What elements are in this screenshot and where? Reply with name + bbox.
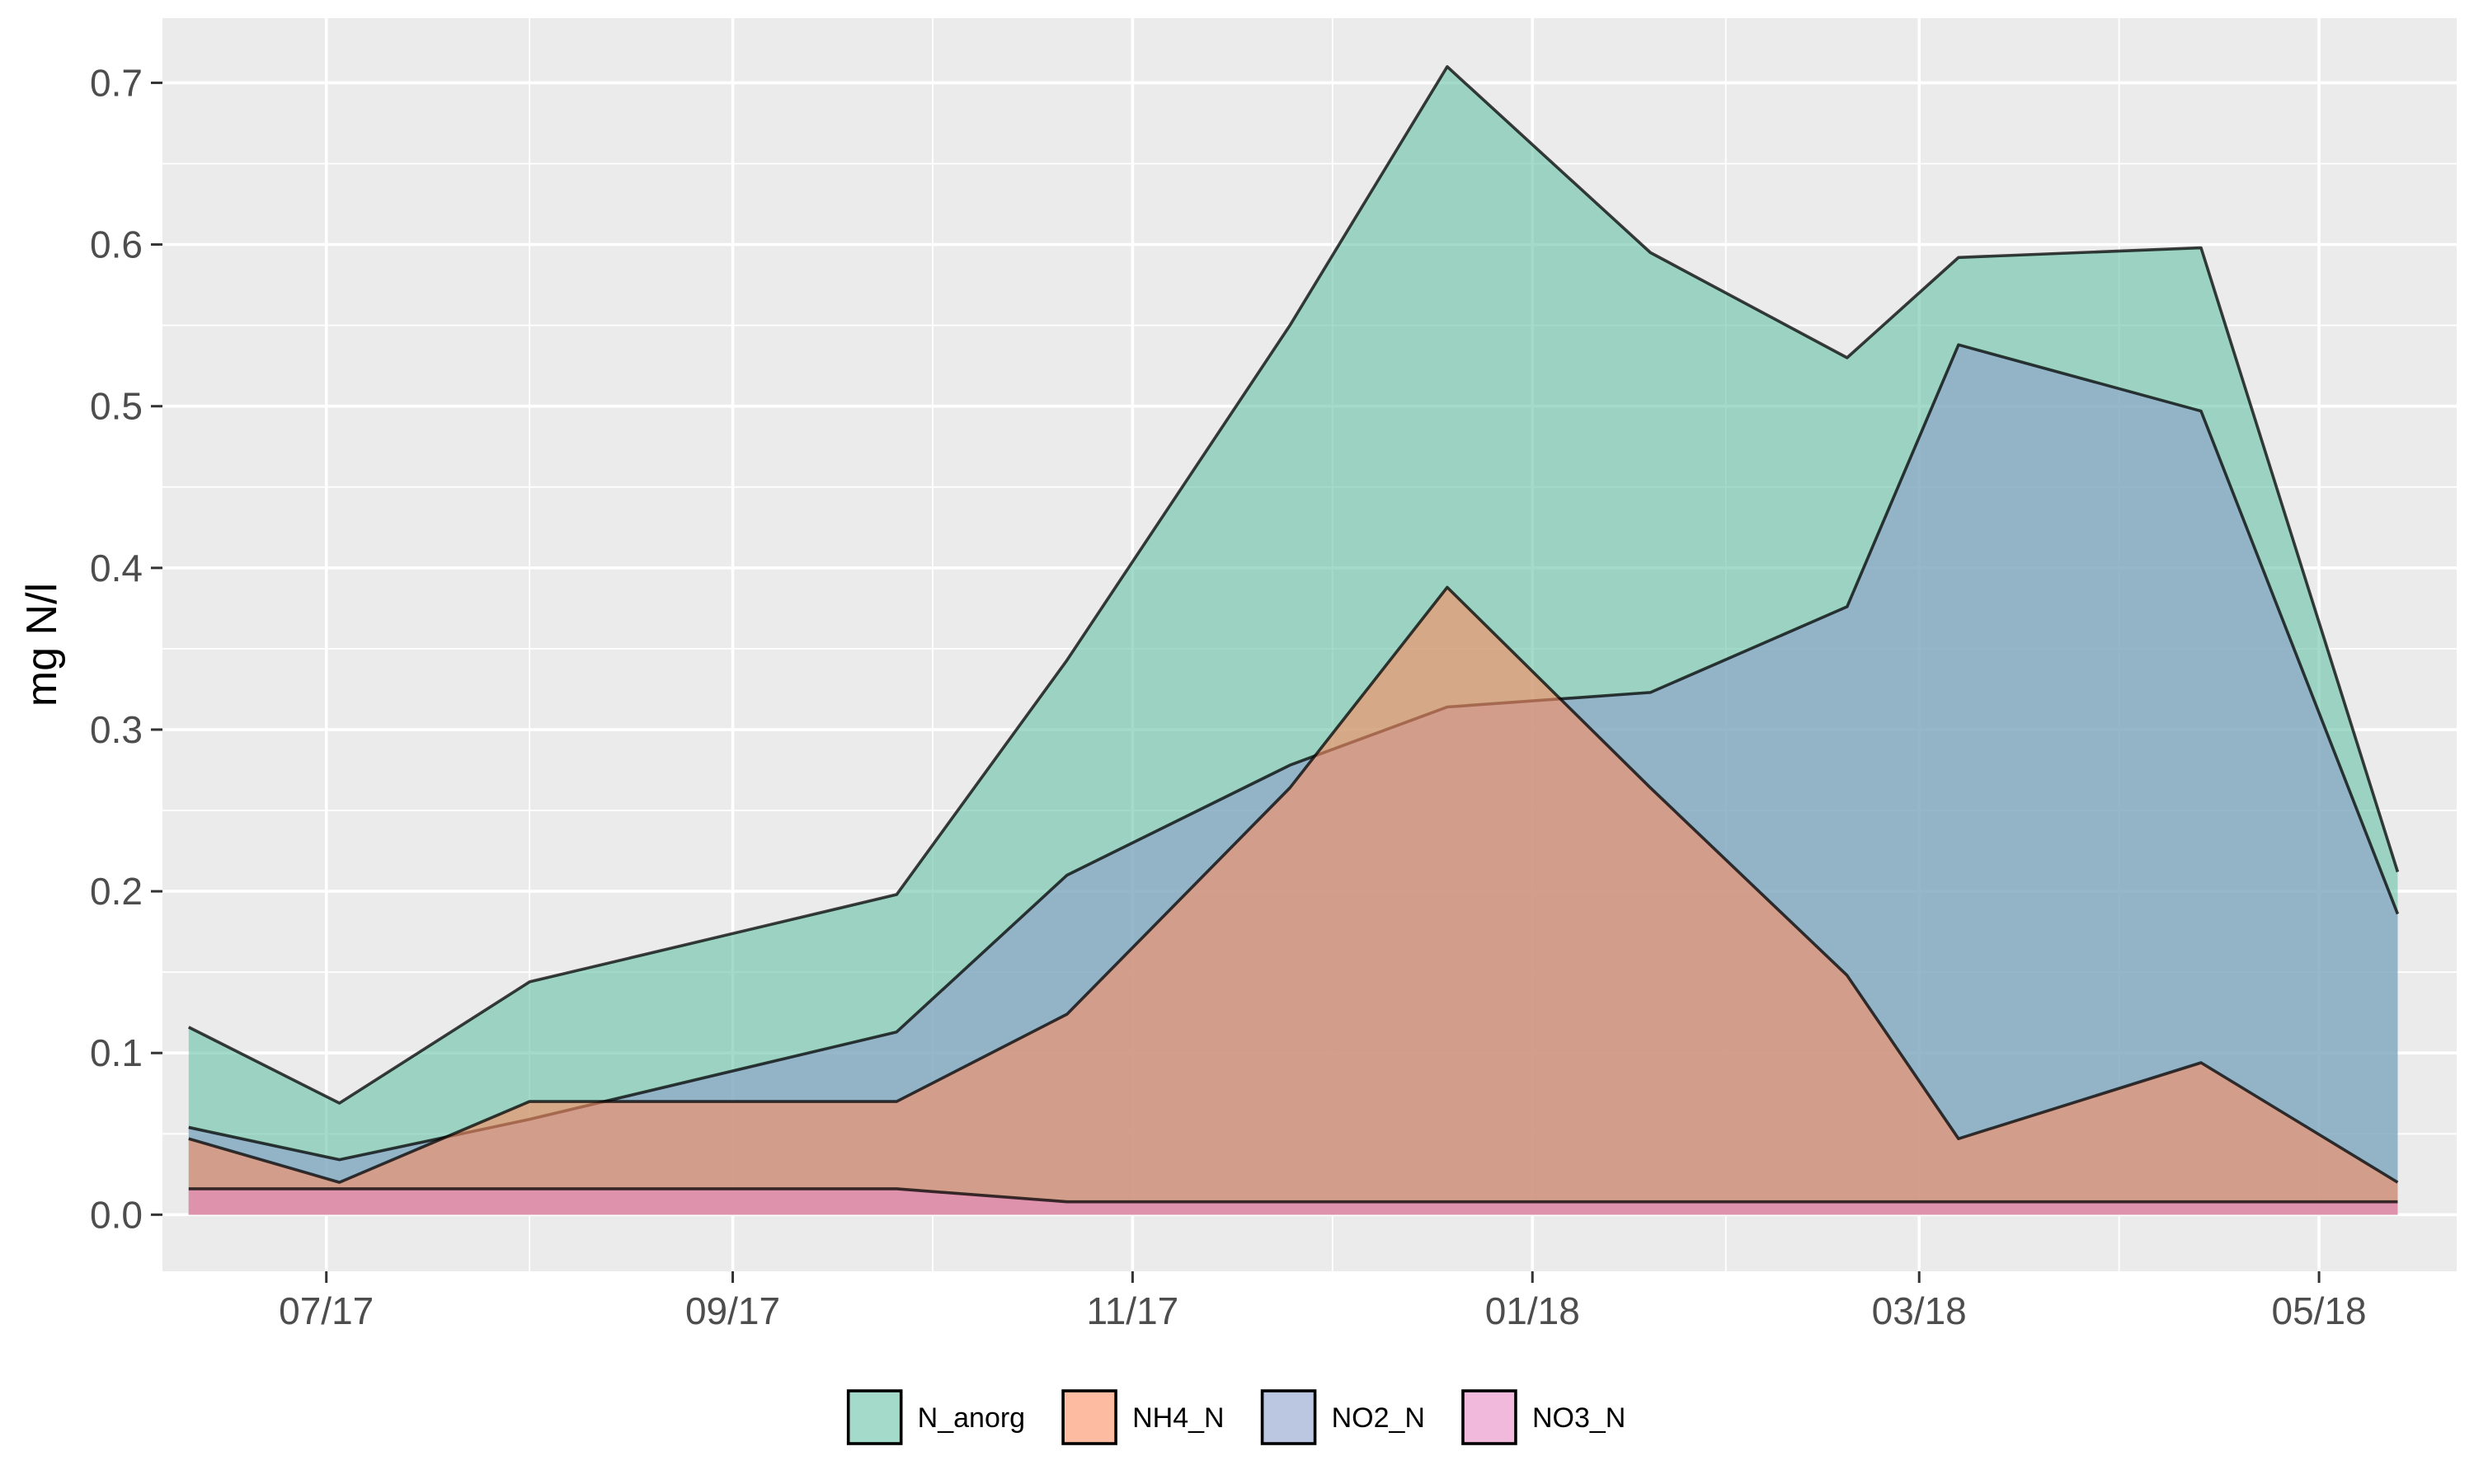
- line-no3-n: [188, 1187, 2398, 1204]
- legend-item-nh4-n: NH4_N: [1061, 1389, 1225, 1445]
- legend-label: NO2_N: [1332, 1402, 1425, 1434]
- x-tick-label: 03/18: [1872, 1289, 1967, 1332]
- legend-key-no3-n: [1461, 1389, 1517, 1445]
- x-tick-label: 07/17: [279, 1289, 374, 1332]
- legend-item-no3-n: NO3_N: [1461, 1389, 1625, 1445]
- x-tick-label: 11/17: [1087, 1289, 1179, 1332]
- y-tick-label: 0.0: [90, 1193, 143, 1236]
- y-axis: 0.0 0.1 0.2 0.3 0.4 0.5 0.6 0.7: [90, 61, 162, 1236]
- area-series: [187, 65, 2400, 1215]
- area-nh4-n: [188, 587, 2398, 1215]
- x-tick-label: 01/18: [1485, 1289, 1580, 1332]
- y-axis-title: mg N/l: [18, 583, 66, 707]
- line-n-anorg: [187, 65, 2400, 1105]
- y-tick-label: 0.4: [90, 547, 143, 589]
- y-tick-label: 0.1: [90, 1031, 143, 1074]
- y-tick-label: 0.6: [90, 223, 143, 266]
- legend-label: NH4_N: [1132, 1402, 1224, 1434]
- y-tick-label: 0.7: [90, 61, 143, 104]
- x-tick-label: 09/17: [685, 1289, 780, 1332]
- legend-label: NO3_N: [1532, 1402, 1625, 1434]
- legend-item-n-anorg: N_anorg: [846, 1389, 1025, 1445]
- legend-key-n-anorg: [846, 1389, 903, 1445]
- y-tick-label: 0.5: [90, 385, 143, 428]
- legend: N_anorg NH4_N NO2_N NO3_N: [846, 1389, 1625, 1445]
- y-tick-label: 0.2: [90, 870, 143, 913]
- y-tick-label: 0.3: [90, 708, 143, 751]
- legend-label: N_anorg: [918, 1402, 1025, 1434]
- x-tick-label: 05/18: [2272, 1289, 2367, 1332]
- legend-item-no2-n: NO2_N: [1260, 1389, 1425, 1445]
- legend-key-nh4-n: [1061, 1389, 1117, 1445]
- line-nh4-n: [188, 585, 2399, 1184]
- x-axis: 07/17 09/17 11/17 01/18 03/18 05/18: [279, 1271, 2367, 1332]
- legend-key-no2-n: [1260, 1389, 1317, 1445]
